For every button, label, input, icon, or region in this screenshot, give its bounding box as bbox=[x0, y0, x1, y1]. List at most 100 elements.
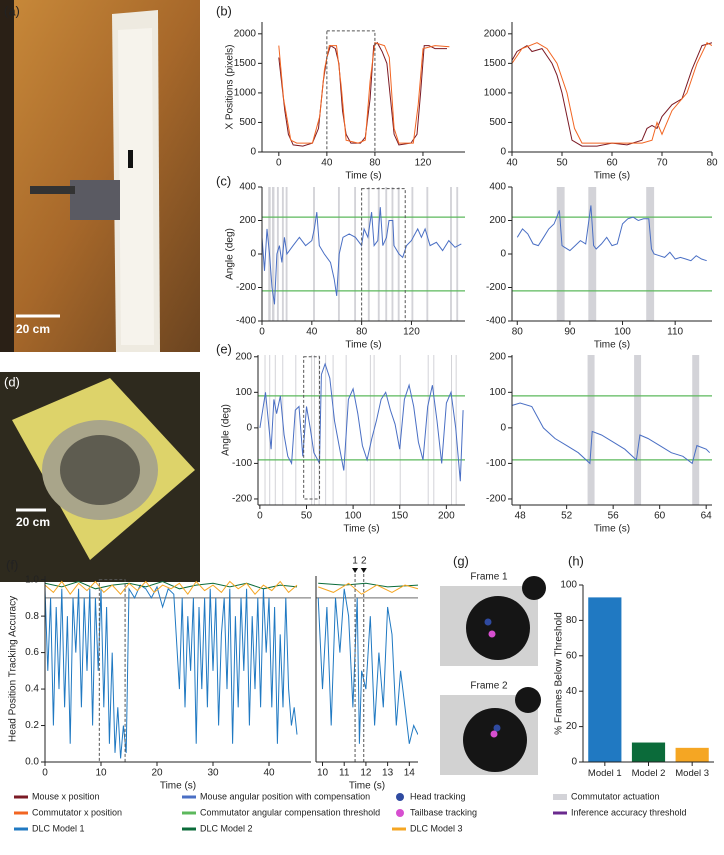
plot-area bbox=[45, 580, 311, 759]
series-line bbox=[512, 402, 711, 465]
y-tick-label: 100 bbox=[560, 580, 577, 591]
y-axis-label: Angle (deg) bbox=[225, 228, 236, 280]
chart: -200 -100 0 100 200 48 52 56 60 64 Time (s) bbox=[486, 351, 712, 534]
legend-label: DLC Model 1 bbox=[32, 823, 85, 833]
actuation-band bbox=[276, 187, 279, 321]
x-tick-label: Model 1 bbox=[587, 768, 622, 779]
x-axis-label: Time (s) bbox=[594, 340, 630, 351]
annotation-label: 1 bbox=[352, 556, 358, 567]
y-tick-label: -400 bbox=[236, 316, 256, 327]
x-tick-label: 13 bbox=[382, 768, 394, 779]
plot-area bbox=[512, 187, 712, 321]
x-tick-label: 90 bbox=[564, 327, 576, 338]
actuation-band bbox=[377, 187, 380, 321]
x-tick-label: 100 bbox=[345, 511, 362, 522]
x-tick-label: 30 bbox=[207, 768, 219, 779]
y-tick-label: 0.8 bbox=[25, 611, 39, 622]
y-tick-label: -200 bbox=[232, 494, 252, 505]
y-tick-label: 0.2 bbox=[25, 720, 39, 731]
chart: (h) 0 20 40 60 80 100 % Frames Below Threshold bbox=[554, 553, 714, 768]
chart: (e) -200 -100 0 100 200 0 50 100 150 200 Time (s) An… bbox=[216, 341, 465, 535]
legend-label: Head tracking bbox=[410, 791, 466, 801]
legend-label: DLC Model 3 bbox=[410, 823, 463, 833]
legend-label: Mouse x position bbox=[32, 791, 100, 801]
x-tick-label: 56 bbox=[608, 511, 620, 522]
x-tick-label: 40 bbox=[321, 158, 333, 169]
actuation-band bbox=[274, 355, 276, 505]
actuation-band bbox=[692, 355, 700, 505]
panel-label: (d) bbox=[4, 374, 20, 389]
x-tick-label: 120 bbox=[403, 327, 420, 338]
zoom-box bbox=[303, 356, 321, 500]
y-tick-label: 200 bbox=[235, 351, 252, 362]
series-line bbox=[278, 42, 450, 144]
y-tick-label: 1000 bbox=[234, 88, 257, 99]
y-tick-label: 20 bbox=[566, 721, 578, 732]
panel-label: (f) bbox=[6, 557, 18, 572]
y-tick-label: 500 bbox=[239, 117, 256, 128]
x-axis-label: Time (s) bbox=[345, 340, 381, 351]
x-tick-label: Model 2 bbox=[631, 768, 666, 779]
photo-d: (d) 20 cm bbox=[0, 372, 200, 582]
panel-label: (a) bbox=[4, 3, 20, 18]
y-tick-label: 200 bbox=[489, 215, 506, 226]
actuation-band bbox=[369, 355, 371, 505]
actuation-band bbox=[399, 355, 401, 505]
actuation-band bbox=[450, 187, 452, 321]
x-tick-label: 50 bbox=[301, 511, 313, 522]
plot-area bbox=[316, 582, 418, 744]
x-tick-label: 120 bbox=[415, 158, 432, 169]
y-tick-label: 1500 bbox=[484, 58, 507, 69]
x-axis-label: Time (s) bbox=[343, 524, 379, 535]
actuation-band bbox=[391, 187, 394, 321]
x-tick-label: 0 bbox=[257, 511, 263, 522]
actuation-band bbox=[318, 355, 320, 505]
y-axis-label: Angle (deg) bbox=[221, 404, 232, 456]
y-axis-label: % Frames Below Threshold bbox=[554, 612, 565, 735]
y-tick-label: 0 bbox=[571, 757, 577, 768]
x-tick-label: 150 bbox=[391, 511, 408, 522]
actuation-band bbox=[385, 187, 388, 321]
series-line bbox=[259, 362, 464, 482]
y-tick-label: -100 bbox=[232, 458, 252, 469]
y-tick-label: 100 bbox=[489, 387, 506, 398]
panel-label: (e) bbox=[216, 341, 232, 356]
x-tick-label: 200 bbox=[438, 511, 455, 522]
chart: -400 -200 0 200 400 80 90 100 110 Time (s) bbox=[486, 182, 712, 351]
y-tick-label: 0 bbox=[500, 147, 506, 158]
y-tick-label: 0 bbox=[500, 249, 506, 260]
y-tick-label: 0.6 bbox=[25, 647, 39, 658]
actuation-band bbox=[433, 355, 435, 505]
photo-g: (g) Frame 1 Frame 2 bbox=[440, 553, 546, 775]
panel-label: (h) bbox=[568, 553, 584, 568]
x-tick-label: 20 bbox=[151, 768, 163, 779]
y-tick-label: 400 bbox=[239, 182, 256, 193]
y-tick-label: 200 bbox=[489, 351, 506, 362]
legend-label: Tailbase tracking bbox=[410, 807, 477, 817]
y-tick-label: -200 bbox=[236, 282, 256, 293]
frame-label: Frame 2 bbox=[470, 681, 508, 692]
y-tick-label: 40 bbox=[566, 686, 578, 697]
chart: (c) -400 -200 0 200 400 0 40 80 120 Time (s) Angle … bbox=[216, 173, 465, 351]
annotation-arrow bbox=[360, 568, 367, 573]
actuation-band bbox=[367, 187, 370, 321]
y-tick-label: 400 bbox=[489, 182, 506, 193]
actuation-band bbox=[427, 355, 429, 505]
plot-area bbox=[258, 355, 465, 505]
x-axis-label: Time (s) bbox=[160, 781, 196, 792]
x-tick-label: 0 bbox=[42, 768, 48, 779]
annotation-arrow bbox=[352, 568, 359, 573]
actuation-band bbox=[634, 355, 642, 505]
actuation-band bbox=[264, 355, 266, 505]
x-tick-label: 0 bbox=[276, 158, 282, 169]
chart: (f) 0.0 0.2 0.4 0.6 0.8 1.0 0 10 20 30 40 Time (s) He… bbox=[6, 557, 311, 792]
x-tick-label: 80 bbox=[512, 327, 524, 338]
actuation-band bbox=[271, 187, 275, 321]
y-tick-label: 80 bbox=[566, 615, 578, 626]
actuation-band bbox=[588, 187, 597, 321]
x-tick-label: 60 bbox=[654, 511, 666, 522]
y-tick-label: -200 bbox=[486, 282, 506, 293]
y-tick-label: 2000 bbox=[484, 28, 507, 39]
